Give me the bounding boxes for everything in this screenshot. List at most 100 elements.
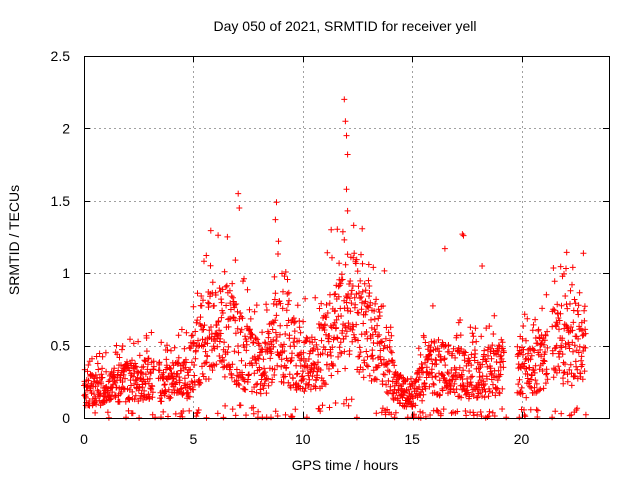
data-point [383,389,390,395]
data-point [317,408,324,415]
data-point [529,327,536,334]
data-point [323,314,330,321]
data-point [297,363,304,369]
data-point [322,381,329,388]
x-tick-label: 10 [295,431,311,447]
data-point [346,281,353,287]
data-point [143,348,150,355]
data-point [107,396,114,403]
data-point [363,348,370,355]
data-point [249,388,255,395]
data-point [233,301,240,307]
data-point [560,375,566,382]
data-point [296,337,303,344]
data-point [370,367,377,374]
data-point [309,339,316,346]
data-point [273,312,280,319]
data-point [234,325,241,332]
data-point [348,287,355,294]
data-point [335,353,342,360]
data-point [574,307,581,314]
data-point [495,342,502,349]
data-point [326,300,333,307]
data-point [576,343,583,350]
data-point [371,316,378,323]
data-point [129,410,136,417]
data-point [282,269,289,275]
data-point [562,361,568,368]
data-point [125,407,132,414]
data-point [210,361,217,368]
data-point [495,348,502,355]
data-point [267,355,274,362]
data-point [533,380,540,387]
data-point [387,324,394,331]
data-point [167,365,174,372]
data-point [237,402,244,409]
data-point [575,335,582,342]
data-point [445,342,452,348]
data-point [441,355,448,362]
data-point [348,291,355,298]
data-point [250,339,256,346]
data-point [356,344,363,351]
data-point [341,348,348,355]
data-point [534,414,541,420]
data-point [231,304,238,311]
data-point [472,325,479,332]
data-point [528,352,535,359]
data-point [207,262,214,269]
data-point [128,382,134,389]
data-point [462,408,469,414]
data-point [425,371,432,378]
data-point [390,390,397,397]
data-point [272,329,279,336]
data-point [218,314,225,321]
data-point [520,323,527,329]
data-point [568,370,575,377]
data-point [581,303,588,310]
data-point [336,344,343,351]
data-point [281,341,287,348]
data-point [252,335,259,342]
data-point [579,376,586,383]
y-tick-label: 0 [62,410,70,426]
data-point [349,283,356,289]
data-point [561,270,567,277]
data-point [314,368,321,375]
data-point [576,289,583,296]
data-point [99,353,106,360]
data-point [365,261,372,268]
x-tick-label: 15 [404,431,420,447]
data-point [459,231,466,238]
data-point [344,207,351,214]
grid-lines [84,56,609,418]
data-point [158,339,165,346]
data-point [219,310,226,316]
y-axis-label: SRMTID / TECUs [6,185,22,295]
data-point [225,323,232,330]
data-point [286,297,292,304]
data-point [238,357,245,364]
data-point [164,347,171,353]
data-point [543,291,550,298]
data-point [204,353,211,360]
data-point [485,393,492,400]
data-point [516,376,523,383]
data-point [389,359,396,366]
x-tick-label: 5 [189,431,197,447]
data-point [232,317,239,324]
data-point [549,414,556,421]
data-point [352,260,359,267]
data-point [356,353,363,360]
data-point [118,362,124,369]
x-axis-label: GPS time / hours [292,457,399,473]
data-point [271,296,278,303]
data-point [263,301,270,308]
data-point [297,329,304,336]
data-point [342,261,349,268]
y-tick-label: 1 [62,265,70,281]
data-point [575,302,582,309]
data-point [305,356,312,362]
data-point [484,375,490,382]
